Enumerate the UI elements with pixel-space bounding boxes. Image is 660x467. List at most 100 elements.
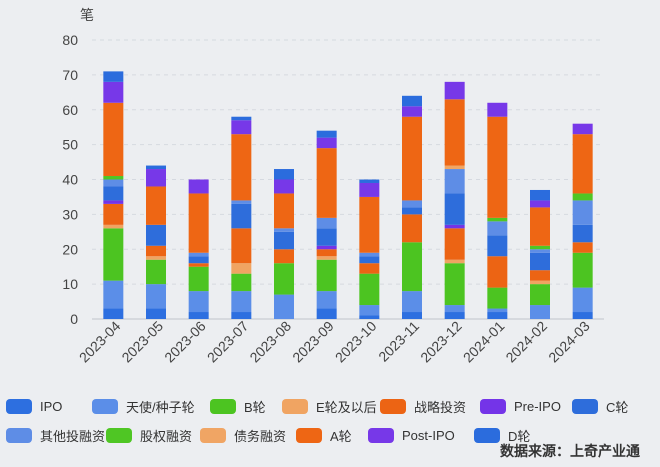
x-tick-label: 2024-01: [460, 318, 508, 366]
bar-segment: [146, 284, 166, 309]
bar-segment: [231, 200, 252, 204]
legend-item[interactable]: 天使/种子轮: [92, 397, 210, 416]
legend-swatch: [380, 399, 406, 414]
x-tick-label: 2024-02: [502, 318, 550, 366]
bar-segment: [572, 242, 593, 253]
legend-label: 其他投融资: [40, 429, 106, 444]
legend-item[interactable]: 战略投资: [380, 397, 480, 416]
x-tick-label: 2023-06: [161, 318, 209, 366]
x-tick-label: 2023-09: [289, 318, 337, 366]
x-tick-label: 2023-05: [118, 318, 166, 366]
legend-item[interactable]: A轮: [296, 426, 368, 445]
bar-segment: [103, 224, 124, 229]
y-tick-label: 10: [62, 276, 78, 292]
bar-segment: [274, 231, 294, 250]
legend-item[interactable]: B轮: [210, 397, 282, 416]
y-axis-unit: 笔: [80, 7, 94, 23]
bar-segment: [146, 256, 166, 260]
bar-segment: [103, 228, 124, 281]
bar-segment: [146, 165, 166, 170]
x-tick-label: 2023-10: [332, 318, 380, 366]
legend-swatch: [106, 428, 132, 443]
y-tick-label: 80: [62, 32, 78, 48]
bar-segment: [572, 123, 593, 135]
bar-segment: [316, 137, 337, 149]
bar-segment: [359, 273, 380, 306]
stacked-bar-chart: 01020304050607080笔2023-042023-052023-062…: [62, 7, 604, 366]
bar-segment: [572, 224, 593, 243]
bar-segment: [359, 179, 380, 183]
legend-label: C轮: [606, 400, 629, 415]
legend-swatch: [368, 428, 394, 443]
bar-segment: [231, 291, 252, 313]
bar-segment: [359, 196, 380, 253]
legend-swatch: [92, 399, 118, 414]
bar-segment: [316, 259, 337, 292]
legend-label: 股权融资: [140, 429, 193, 444]
bar-segment: [530, 245, 550, 250]
y-tick-label: 30: [62, 206, 78, 222]
bar-segment: [572, 287, 593, 313]
bar-segment: [188, 312, 209, 319]
bar-segment: [316, 249, 337, 257]
bar-segment: [530, 280, 550, 285]
bar-segment: [444, 259, 465, 264]
bar-segment: [103, 280, 124, 309]
bar-segment: [530, 200, 550, 208]
x-tick-label: 2023-08: [246, 318, 294, 366]
bar-segment: [274, 249, 294, 264]
bar-segment: [359, 315, 380, 319]
bar-segment: [274, 179, 294, 194]
legend-swatch: [474, 428, 500, 443]
legend-item[interactable]: C轮: [572, 397, 642, 416]
bar-segment: [444, 169, 465, 194]
bar-segment: [487, 116, 508, 218]
bar-segment: [316, 245, 337, 250]
bar-segment: [103, 308, 124, 319]
bar-segment: [231, 120, 252, 135]
bar-segment: [444, 305, 465, 313]
bar-segment: [530, 252, 550, 271]
bar-segment: [487, 217, 508, 222]
legend-label: A轮: [330, 429, 352, 444]
legend-item[interactable]: Pre-IPO: [480, 399, 572, 414]
legend-item[interactable]: 债务融资: [200, 426, 296, 445]
bar-segment: [487, 102, 508, 117]
legend-label: 战略投资: [414, 400, 467, 415]
bar-segment: [359, 182, 380, 197]
x-tick-label: 2023-11: [375, 318, 422, 365]
bar-segment: [146, 186, 166, 225]
bar-segment: [316, 256, 337, 260]
legend-swatch: [572, 399, 598, 414]
legend-item[interactable]: IPO: [6, 399, 92, 414]
bar-segment: [572, 134, 593, 194]
bar-segment: [402, 207, 422, 215]
y-tick-label: 50: [62, 137, 78, 153]
legend-label: IPO: [40, 399, 63, 414]
x-tick-label: 2023-12: [417, 318, 465, 366]
bar-segment: [444, 263, 465, 306]
bar-segment: [316, 148, 337, 218]
x-tick-label: 2023-07: [204, 318, 252, 366]
y-tick-label: 20: [62, 241, 78, 257]
legend-item[interactable]: 股权融资: [106, 426, 200, 445]
legend-item[interactable]: D轮: [474, 426, 554, 445]
bar-segment: [274, 228, 294, 232]
legend-row: 其他投融资 股权融资 债务融资 A轮 Post-IPO D轮: [6, 421, 660, 450]
bar-segment: [530, 189, 550, 201]
legend-label: 债务融资: [234, 429, 287, 444]
bar-segment: [103, 179, 124, 187]
bar-segment: [530, 249, 550, 253]
bar-segment: [231, 116, 252, 121]
legend-swatch: [480, 399, 506, 414]
bar-segment: [444, 224, 465, 229]
legend-item[interactable]: Post-IPO: [368, 428, 474, 443]
bar-segment: [274, 169, 294, 180]
legend-item[interactable]: 其他投融资: [6, 426, 106, 445]
bar-segment: [530, 207, 550, 246]
bar-segment: [274, 294, 294, 319]
bar-segment: [103, 176, 124, 180]
legend-swatch: [210, 399, 236, 414]
legend-item[interactable]: E轮及以后: [282, 397, 380, 416]
bar-segment: [188, 256, 209, 264]
